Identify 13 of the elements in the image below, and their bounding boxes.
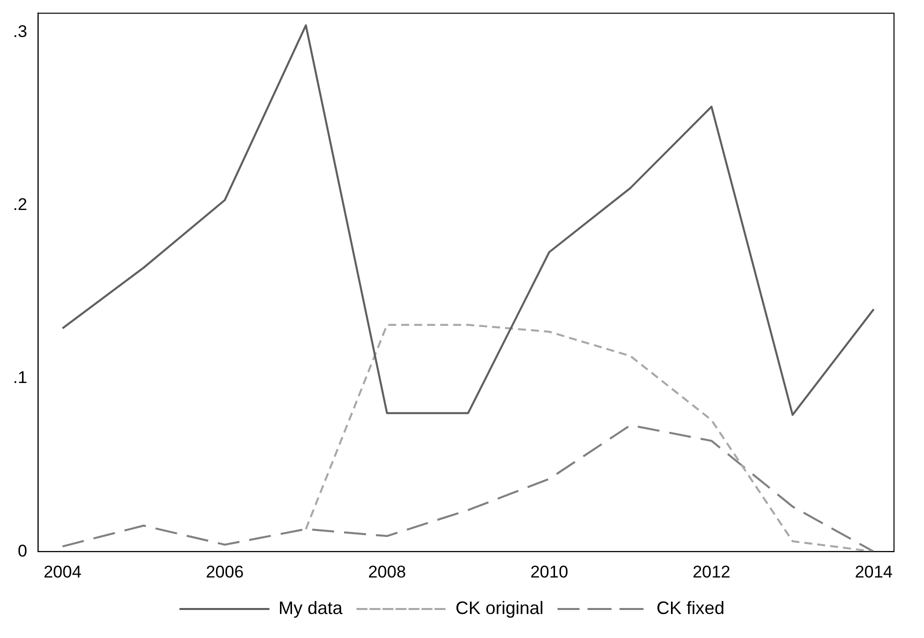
x-tick-label: 2010 (530, 562, 568, 582)
legend-label: CK original (455, 598, 544, 618)
legend-label: CK fixed (656, 598, 725, 618)
x-tick-label: 2008 (368, 562, 406, 582)
x-tick-label: 2006 (206, 562, 244, 582)
y-tick-label: .2 (12, 195, 28, 214)
x-tick-label: 2004 (44, 562, 82, 582)
x-tick-label: 2012 (692, 562, 730, 582)
legend-label: My data (278, 598, 344, 618)
y-tick-label: .3 (12, 22, 28, 41)
x-tick-label: 2014 (854, 562, 893, 582)
y-tick-label: 0 (18, 541, 28, 560)
y-tick-label: .1 (12, 368, 28, 388)
